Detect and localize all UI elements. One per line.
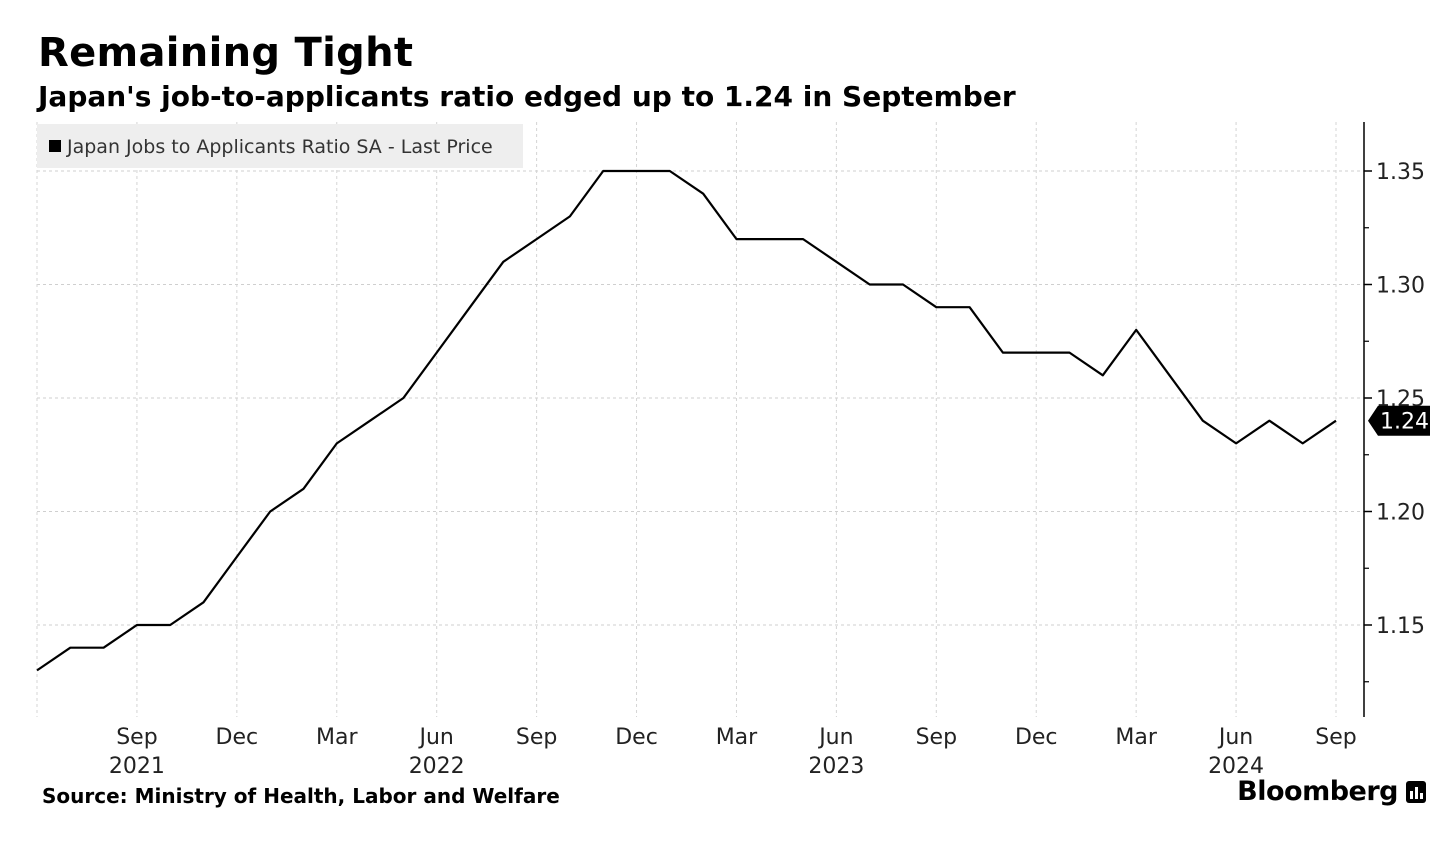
x-tick-label: Jun [1217,725,1253,750]
chart-subtitle: Japan's job-to-applicants ratio edged up… [38,80,1016,113]
x-tick-label: Dec [216,725,259,750]
legend-swatch [49,140,61,152]
y-tick-label: 1.30 [1376,274,1425,299]
brand-name: Bloomberg [1237,776,1398,807]
last-value-label: 1.24 [1380,410,1429,435]
bloomberg-terminal-icon [1406,780,1426,803]
x-year-label: 2024 [1208,754,1264,779]
last-value-layer: 1.24 [1368,405,1430,436]
legend: Japan Jobs to Applicants Ratio SA - Last… [37,124,523,168]
brand-logo: Bloomberg [1237,776,1426,807]
x-year-label: 2023 [808,754,864,779]
chart-title: Remaining Tight [38,30,414,76]
series-line [36,169,1337,672]
x-tick-label: Dec [615,725,658,750]
x-tick-label: Sep [116,725,157,750]
x-tick-label: Mar [316,725,358,750]
x-tick-label: Mar [1115,725,1157,750]
y-tick-label: 1.20 [1376,501,1425,526]
y-tick-label: 1.35 [1376,160,1425,185]
x-tick-label: Sep [1315,725,1356,750]
x-year-label: 2021 [109,754,165,779]
y-tick-label: 1.15 [1376,614,1425,639]
source-note: Source: Ministry of Health, Labor and We… [42,784,560,808]
legend-background [37,124,523,168]
x-tick-label: Sep [916,725,957,750]
grid-layer [36,122,1364,717]
last-value-badge [1368,405,1430,436]
x-tick-label: Jun [817,725,853,750]
legend-label: Japan Jobs to Applicants Ratio SA - Last… [66,136,493,158]
x-tick-label: Dec [1015,725,1058,750]
x-tick-label: Mar [716,725,758,750]
x-year-label: 2022 [409,754,465,779]
x-tick-label: Jun [418,725,454,750]
x-tick-label: Sep [516,725,557,750]
series-layer [36,169,1337,672]
